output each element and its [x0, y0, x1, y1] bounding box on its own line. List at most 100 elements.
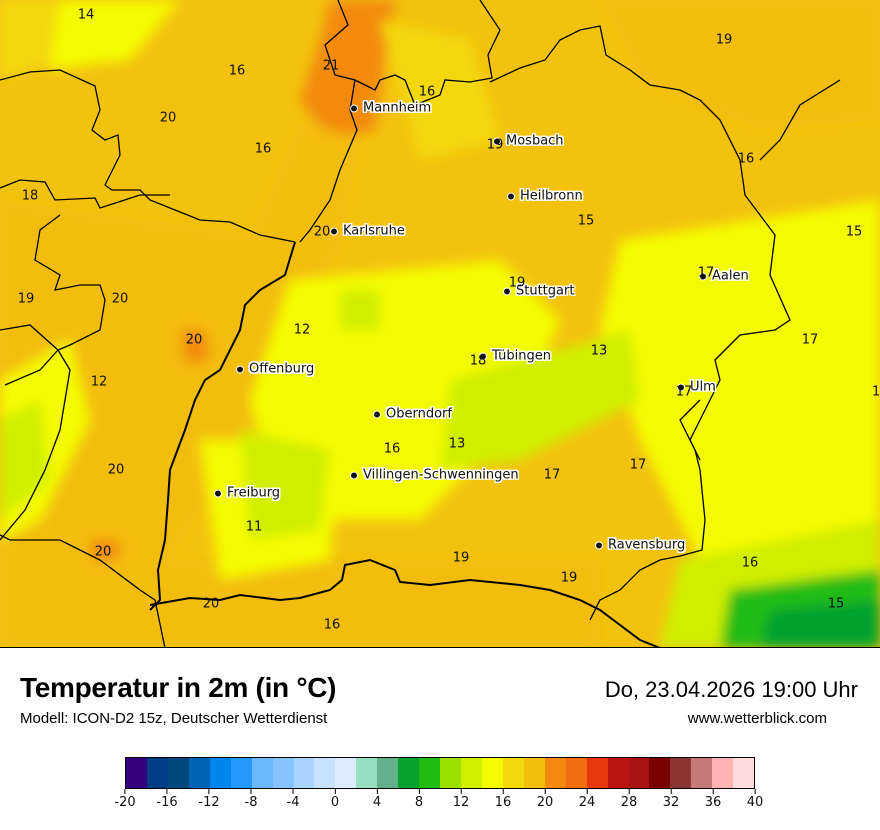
colorbar-ticks: -20 -16 -12 -8 -4 0 4 8 12 16 20 24 28 32 36 40	[114, 789, 763, 819]
colorbar-segment	[126, 758, 147, 788]
colorbar-tick-label: 8	[414, 795, 424, 810]
colorbar-segment	[335, 758, 357, 788]
city-dot-icon	[350, 104, 358, 112]
colorbar-tick-label: 40	[746, 795, 764, 810]
colorbar-tick-label: -16	[156, 795, 178, 810]
colorbar-segment	[272, 758, 294, 788]
temperature-value: 17	[675, 384, 693, 400]
temperature-value: 19	[17, 291, 35, 307]
colorbar-segment	[607, 758, 629, 788]
city-dot-icon	[503, 287, 511, 295]
colorbar-segment	[356, 758, 378, 788]
colorbar-segment	[230, 758, 252, 788]
temperature-value: 16	[741, 555, 759, 571]
colorbar-segment	[188, 758, 210, 788]
city-marker: Ulm	[677, 380, 716, 395]
temperature-value: 20	[202, 596, 220, 612]
city-name: Tübingen	[492, 348, 551, 364]
temperature-value: 17	[697, 265, 715, 281]
temperature-value: 19	[560, 570, 578, 586]
city-name: Stuttgart	[516, 283, 575, 299]
city-name: Oberndorf	[386, 406, 452, 422]
colorbar-tick: -4	[286, 789, 300, 810]
colorbar-segment	[649, 758, 671, 788]
city-name: Ravensburg	[608, 537, 686, 553]
website-link[interactable]: www.wetterblick.com	[687, 710, 827, 727]
colorbar-tick: 28	[620, 789, 638, 810]
temperature-value: 17	[543, 467, 561, 483]
colorbar-tick-label: -8	[244, 795, 258, 810]
colorbar-tick: 20	[537, 789, 553, 810]
colorbar-tick: -8	[244, 789, 258, 810]
temperature-value: 19	[508, 275, 526, 291]
city-dot-icon	[236, 365, 244, 373]
colorbar-segment	[628, 758, 650, 788]
colorbar-segment	[377, 758, 399, 788]
colorbar-tick: -12	[198, 789, 220, 810]
temperature-value: 16	[323, 617, 341, 633]
temperature-value: 12	[293, 322, 311, 338]
temperature-value: 20	[111, 291, 129, 307]
colorbar-segment	[314, 758, 336, 788]
colorbar-tick-label: 28	[620, 795, 638, 810]
colorbar-segment	[523, 758, 545, 788]
city-marker: Villingen-Schwenningen	[350, 468, 519, 483]
colorbar-tick-label: 4	[372, 795, 382, 810]
city-marker: Tübingen	[479, 349, 551, 364]
colorbar-segment	[293, 758, 315, 788]
city-dot-icon	[330, 227, 338, 235]
colorbar-tick: 16	[494, 789, 512, 810]
colorbar-tick: -20	[114, 789, 136, 810]
colorbar-tick-label: 16	[494, 795, 512, 810]
city-name: Mannheim	[363, 100, 432, 116]
colorbar-tick: 8	[415, 789, 423, 810]
temperature-value: 16	[228, 63, 246, 79]
temperature-value: 16	[383, 441, 401, 457]
temperature-value: 19	[452, 550, 470, 566]
colorbar-tick: 4	[373, 789, 381, 810]
colorbar-tick-label: 32	[662, 795, 680, 810]
colorbar-tick: 40	[746, 789, 764, 810]
city-dot-icon	[493, 137, 501, 145]
temperature-value: 20	[107, 462, 125, 478]
city-name: Heilbronn	[520, 188, 583, 204]
colorbar-segment	[691, 758, 713, 788]
colorbar-segment	[502, 758, 524, 788]
temperature-value: 20	[94, 544, 112, 560]
temperature-value: 16	[418, 84, 436, 100]
city-dot-icon	[677, 383, 685, 391]
temperature-value: 16	[254, 141, 272, 157]
city-dot-icon	[479, 352, 487, 360]
colorbar-segment	[209, 758, 231, 788]
city-name: Freiburg	[227, 485, 281, 501]
colorbar-segment	[586, 758, 608, 788]
city-name: Karlsruhe	[343, 223, 405, 239]
city-dot-icon	[373, 410, 381, 418]
temperature-value: 20	[313, 224, 331, 240]
city-dot-icon	[350, 471, 358, 479]
colorbar-segment	[167, 758, 189, 788]
colorbar-tick: -16	[156, 789, 178, 810]
colorbar-segment	[565, 758, 587, 788]
city-name: Ulm	[690, 379, 716, 395]
city-name: Offenburg	[249, 361, 315, 377]
temperature-map: Mannheim Mosbach Heilbronn Karlsruhe Aalen St…	[0, 0, 880, 648]
colorbar-segment	[440, 758, 461, 788]
temperature-value: 18	[469, 353, 487, 369]
colorbar-tick-label: -4	[286, 795, 300, 810]
temperature-colorbar	[125, 757, 755, 789]
colorbar-tick-label: 0	[330, 795, 340, 810]
temperature-value: 14	[77, 7, 95, 23]
colorbar-tick: 36	[705, 789, 721, 810]
temperature-value: 15	[845, 224, 863, 240]
colorbar-tick-label: 12	[452, 795, 470, 810]
colorbar-tick: 12	[452, 789, 470, 810]
city-marker: Heilbronn	[507, 189, 583, 204]
colorbar-tick: 0	[331, 789, 339, 810]
forecast-datetime: Do, 23.04.2026 19:00 Uhr	[604, 677, 858, 702]
city-marker: Aalen	[699, 269, 749, 284]
temperature-value: 11	[245, 519, 263, 535]
city-marker: Freiburg	[214, 486, 280, 501]
colorbar-segment	[712, 758, 734, 788]
temperature-value: 12	[90, 374, 108, 390]
